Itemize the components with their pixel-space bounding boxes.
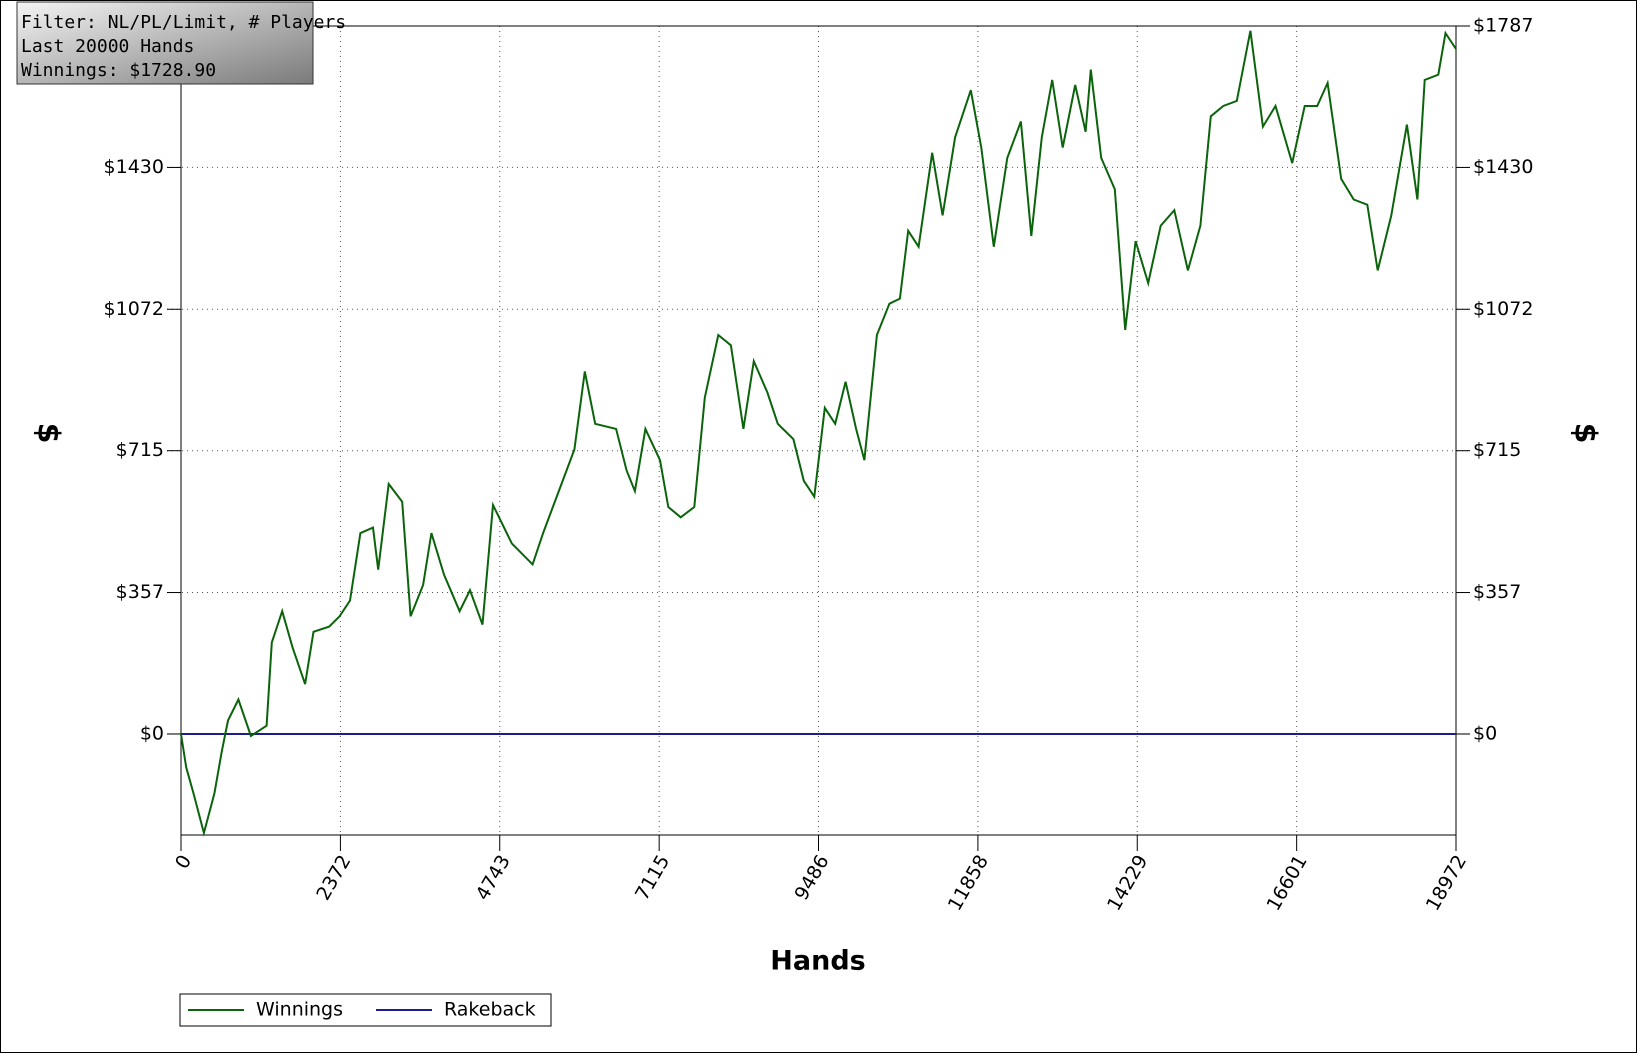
info-line: Last 20000 Hands — [21, 36, 194, 57]
y-tick-label: $1072 — [104, 298, 164, 320]
y2-tick-label: $1787 — [1473, 15, 1533, 37]
y2-tick-label: $715 — [1473, 439, 1521, 461]
y-axis-label: $ — [31, 423, 66, 444]
x-axis-label: Hands — [770, 946, 865, 977]
series-line — [180, 30, 1457, 837]
info-line: Winnings: $1728.90 — [21, 60, 216, 81]
y2-tick-label: $1072 — [1473, 298, 1533, 320]
y2-tick-label: $0 — [1473, 722, 1497, 744]
y-tick-label: $1430 — [104, 156, 164, 178]
legend-label: Rakeback — [444, 999, 536, 1021]
y-tick-label: $357 — [116, 581, 164, 603]
y2-axis-label: $ — [1568, 423, 1603, 444]
info-box — [16, 1, 314, 85]
y-tick-label: $715 — [116, 439, 164, 461]
y2-tick-label: $357 — [1473, 581, 1521, 603]
info-line: Filter: NL/PL/Limit, # Players — [21, 12, 346, 33]
plot-area: $0 $0 $357 $357 $715 $715 $1072 $1072 $1430 $1430… — [104, 15, 1534, 915]
y-tick-label: $0 — [140, 722, 164, 744]
plot-background — [181, 26, 1456, 835]
y2-tick-label: $1430 — [1473, 156, 1533, 178]
legend-label: Winnings — [256, 999, 343, 1021]
